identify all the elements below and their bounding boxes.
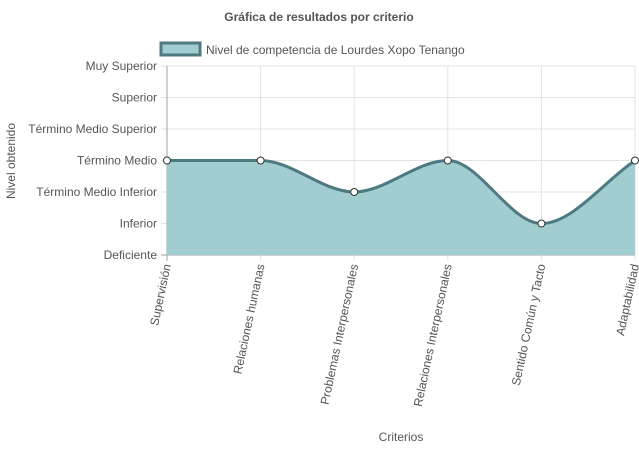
x-tick-label: Supervisión — [147, 263, 174, 327]
series-area — [167, 160, 635, 255]
legend[interactable]: Nivel de competencia de Lourdes Xopo Ten… — [159, 41, 465, 57]
x-tick-label: Adaptabilidad — [613, 263, 639, 337]
y-tick-label: Término Medio Inferior — [36, 185, 157, 199]
data-point[interactable] — [256, 156, 265, 165]
chart-title: Gráfica de resultados por criterio — [224, 10, 413, 24]
x-axis-title: Criterios — [379, 430, 424, 444]
data-point[interactable] — [443, 156, 452, 165]
y-tick-label: Muy Superior — [86, 59, 157, 73]
legend-label: Nivel de competencia de Lourdes Xopo Ten… — [206, 43, 465, 57]
x-tick-label: Problemas Interpersonales — [318, 263, 362, 406]
y-tick-label: Superior — [112, 91, 157, 105]
x-tick-label: Relaciones humanas — [231, 263, 268, 376]
y-tick-label: Deficiente — [104, 248, 158, 262]
legend-swatch — [159, 41, 202, 57]
y-axis-tick-labels: Deficiente Inferior Término Medio Inferior… — [28, 59, 157, 262]
y-tick-label: Término Medio Superior — [28, 122, 157, 136]
y-tick-label: Término Medio — [77, 154, 157, 168]
y-axis-title: Nivel obtenido — [4, 123, 18, 199]
y-tick-label: Inferior — [120, 217, 157, 231]
x-tick-label: Sentido Común y Tacto — [509, 262, 549, 386]
x-tick-label: Relaciones Interpersonales — [411, 263, 455, 408]
data-point[interactable] — [631, 156, 639, 165]
x-axis-tick-labels: Supervisión Relaciones humanas Problemas I… — [147, 262, 639, 407]
series-area-layer — [167, 160, 635, 255]
data-points — [163, 156, 639, 228]
data-point[interactable] — [163, 156, 171, 165]
data-point[interactable] — [537, 219, 546, 228]
data-point[interactable] — [350, 188, 359, 196]
